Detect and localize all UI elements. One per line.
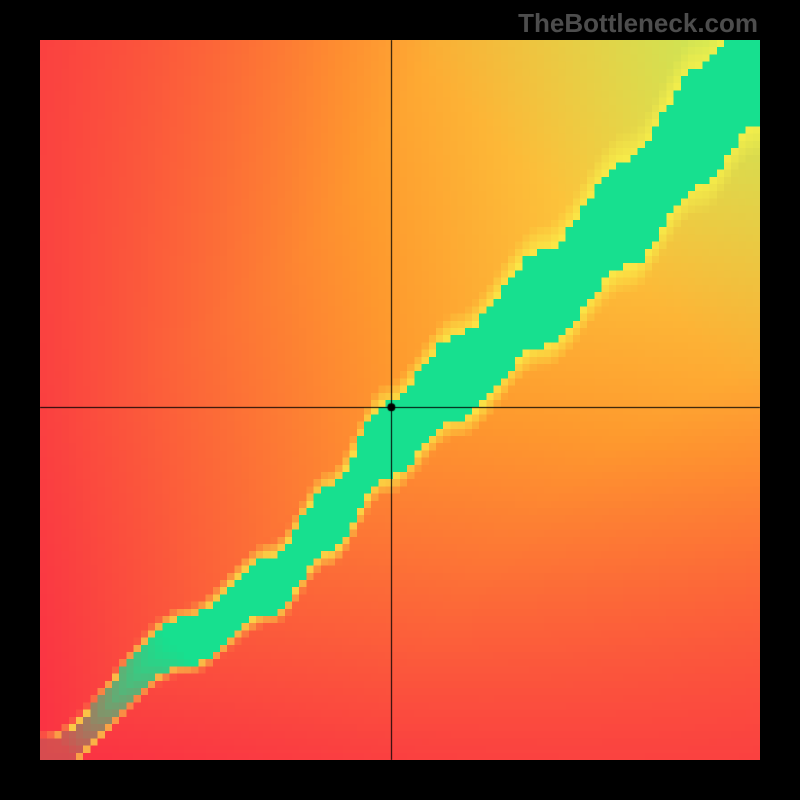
watermark-text: TheBottleneck.com bbox=[518, 8, 758, 39]
heatmap-canvas bbox=[40, 40, 760, 760]
chart-stage: TheBottleneck.com bbox=[0, 0, 800, 800]
